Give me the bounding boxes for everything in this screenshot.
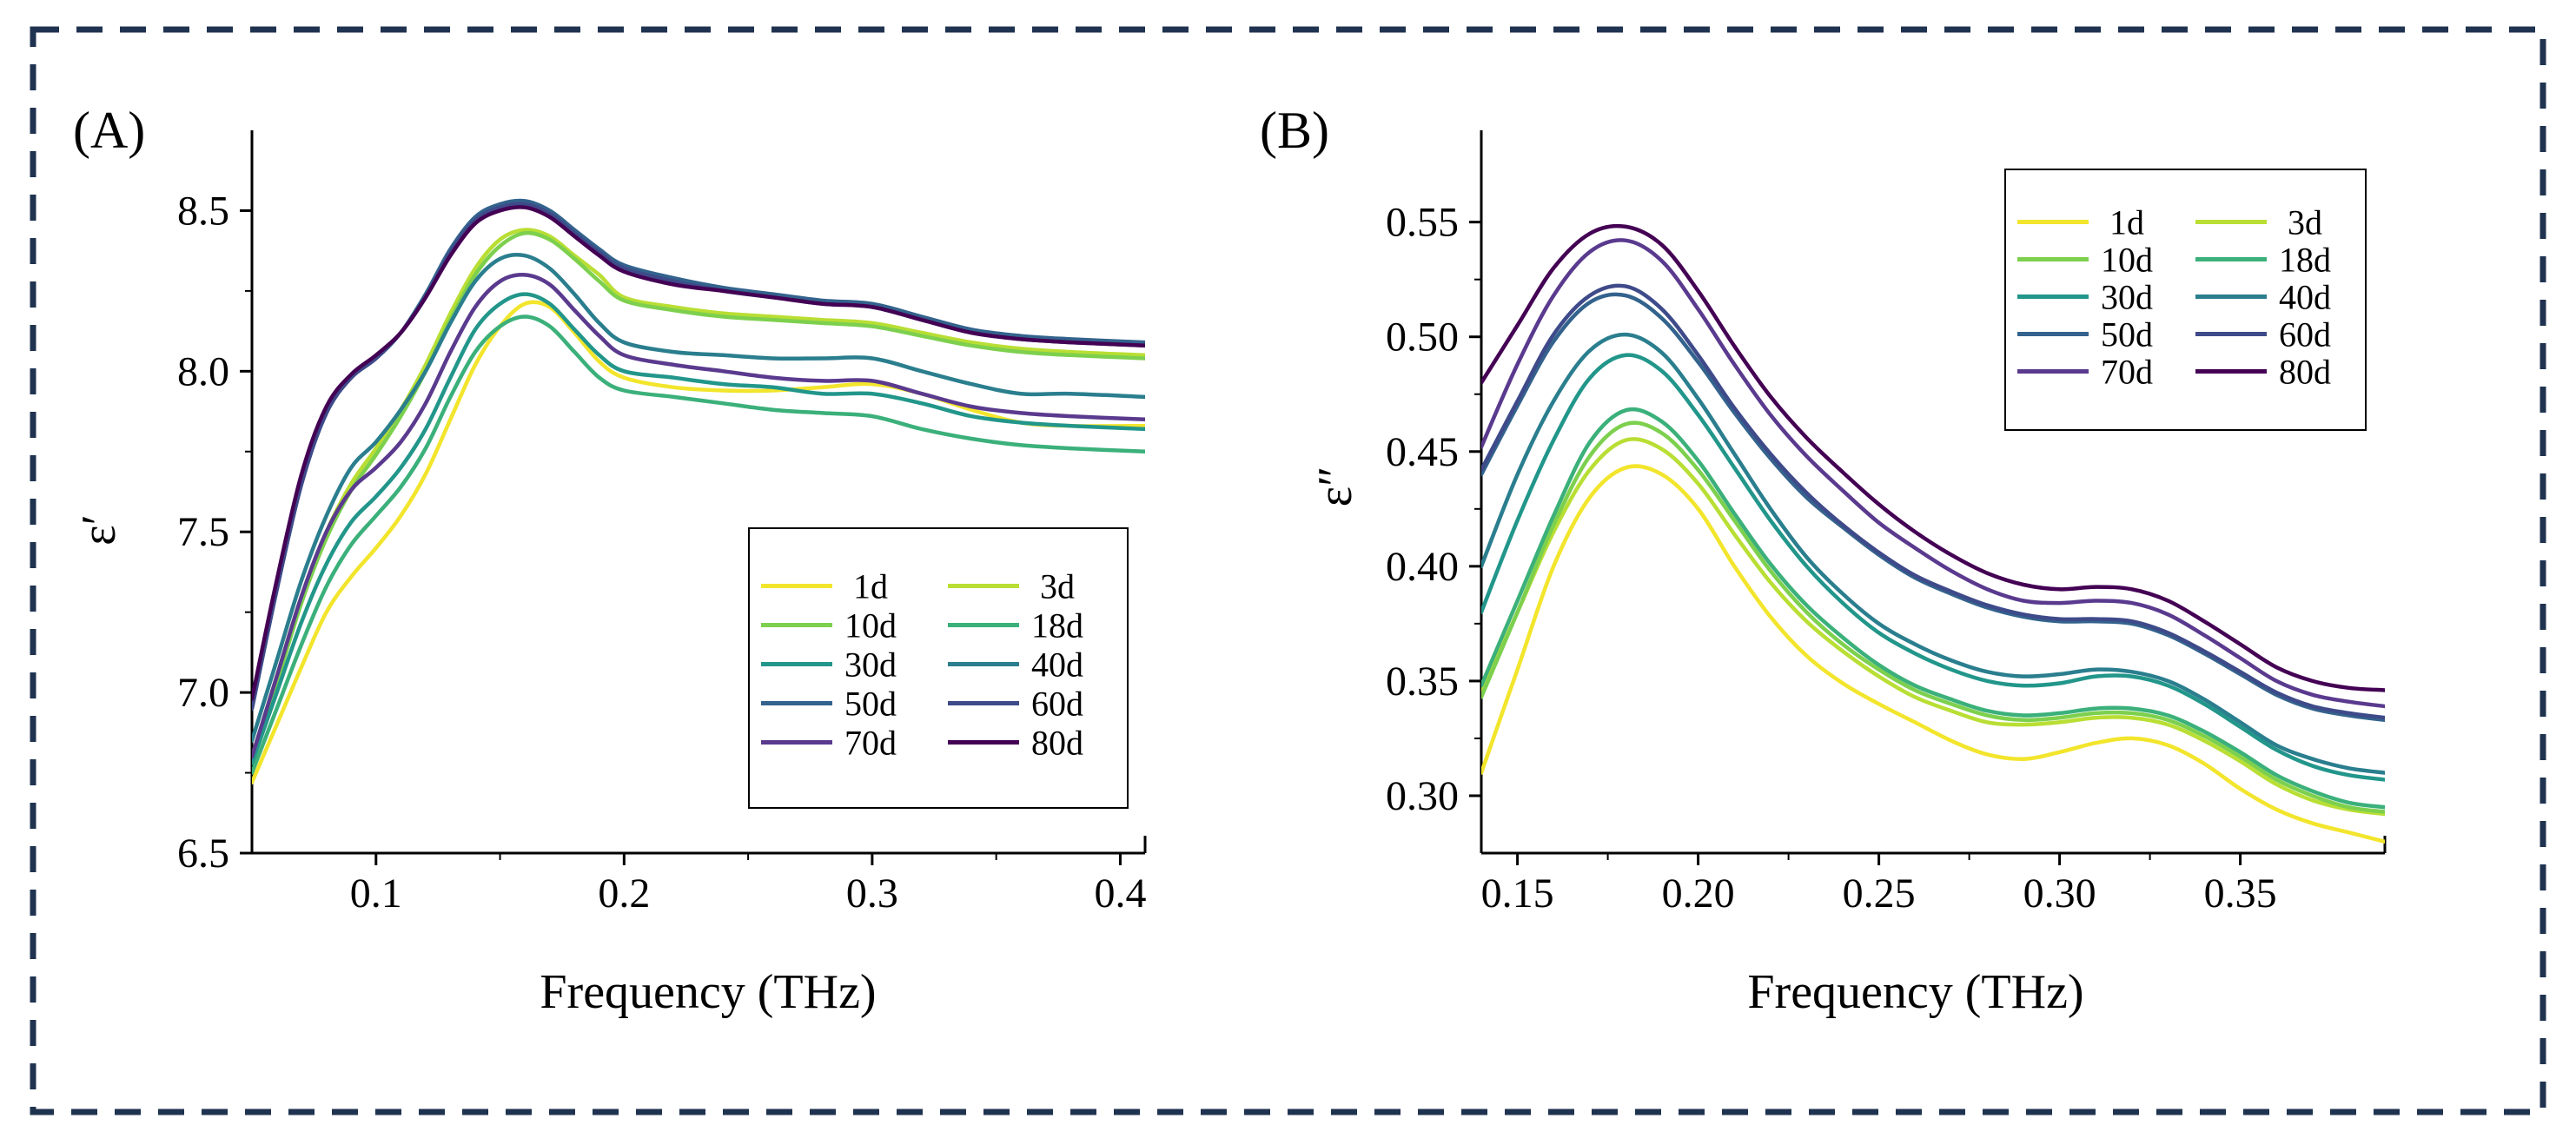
panel-a-legend-label-3d: 3d	[1040, 567, 1075, 606]
panel-a-legend-label-80d: 80d	[1031, 724, 1083, 763]
panel-a-legend: 1d 3d 10d 18d 30d 40d 50d 60d 70d 80d	[748, 527, 1129, 809]
panel-b-legend-label-80d: 80d	[2279, 353, 2331, 392]
panel-b-series-line-70d	[1481, 238, 2385, 709]
panel-b-x-tick-label: 0.30	[2023, 870, 2096, 917]
panel-b-legend-label-3d: 3d	[2288, 203, 2322, 242]
panel-b-series-line-3d	[1481, 437, 2385, 817]
panel-b-x-tick-label: 0.15	[1481, 870, 1554, 917]
panel-b-series-line-50d	[1481, 292, 2385, 723]
panel-b-legend-label-70d: 70d	[2101, 353, 2153, 392]
panel-b-legend-label-40d: 40d	[2279, 278, 2331, 317]
panel-a-series-line-18d	[252, 314, 1145, 775]
panel-b-label: (B)	[1260, 102, 1329, 159]
panel-b-legend-box	[2004, 169, 2367, 431]
panel-b-x-tick-label: 0.25	[1843, 870, 1916, 917]
panel-a-legend-label-1d: 1d	[853, 567, 888, 606]
panel-a-label: (A)	[73, 102, 145, 159]
panel-a-legend-box	[748, 527, 1129, 809]
panel-a-series-line-40d	[252, 253, 1145, 743]
panel-b-series-line-40d	[1481, 332, 2385, 775]
panel-b-series-line-30d	[1481, 353, 2385, 782]
panel-a-series-group	[252, 198, 1145, 784]
panel-a-legend-label-30d: 30d	[844, 645, 897, 685]
panel-b-series-line-1d	[1481, 464, 2385, 844]
panel-a-series-line-3d	[252, 228, 1145, 759]
panel-a-x-tick-label: 0.2	[598, 870, 650, 917]
panel-a-series-line-30d	[252, 292, 1145, 765]
panel-b-series-line-10d	[1481, 420, 2385, 814]
panel-a-y-tick-label: 8.0	[177, 348, 229, 394]
panel-b-legend: 1d 3d 10d 18d 30d 40d 50d 60d 70d 80d	[2004, 169, 2367, 431]
panel-a-legend-label-60d: 60d	[1031, 685, 1083, 724]
panel-b-x-tick-label: 0.20	[1662, 870, 1735, 917]
panel-b-legend-label-18d: 18d	[2279, 241, 2331, 280]
panel-b-series-line-18d	[1481, 407, 2385, 810]
panel-b-y-tick-label: 0.50	[1386, 314, 1459, 361]
panel-a-y-tick-label: 7.0	[177, 670, 229, 716]
panel-a-plot-area: 0.1 0.2 0.3 0.4 6.5 7.0 7.5 8.0 8.5 1d 3d 10d 18d 30d…	[177, 130, 1147, 917]
panel-a-legend-label-10d: 10d	[844, 606, 897, 645]
panel-b-series-group	[1481, 223, 2385, 844]
panel-a-series-line-70d	[252, 273, 1145, 759]
panel-b-x-axis-title: Frequency (THz)	[1747, 965, 2083, 1019]
panel-a-y-tick-label: 8.5	[177, 188, 229, 234]
panel-b-legend-label-50d: 50d	[2101, 315, 2153, 354]
panel-a-y-tick-label: 6.5	[177, 831, 229, 877]
panel-a-series-line-80d	[252, 205, 1145, 701]
panel-b-y-axis-title: ε″	[1308, 467, 1362, 507]
panel-b-legend-label-10d: 10d	[2101, 241, 2153, 280]
panel-a-legend-label-50d: 50d	[844, 685, 897, 724]
panel-b-legend-label-1d: 1d	[2109, 203, 2144, 242]
panel-b-x-tick-label: 0.35	[2204, 870, 2277, 917]
panel-a-x-tick-label: 0.3	[846, 870, 898, 917]
panel-a-legend-label-40d: 40d	[1031, 645, 1083, 685]
panel-b-legend-label-60d: 60d	[2279, 315, 2331, 354]
panel-a-x-tick-label: 0.1	[350, 870, 402, 917]
panel-b-series-line-60d	[1481, 283, 2385, 720]
panel-a-x-axis-title: Frequency (THz)	[540, 965, 876, 1019]
panel-b-y-tick-label: 0.30	[1386, 773, 1459, 819]
panel-a-y-tick-label: 7.5	[177, 509, 229, 555]
panel-a-y-axis-title: ε′	[72, 514, 126, 546]
dashed-frame	[30, 26, 2546, 1115]
panel-b-y-tick-label: 0.55	[1386, 200, 1459, 246]
panel-a-legend-label-18d: 18d	[1031, 606, 1083, 645]
panel-a: (A) 0.1 0.2 0.3 0.4 6.5 7.0 7.5 8.0 8.5 1d 3d 10d 18…	[72, 102, 1147, 1019]
panel-b-y-tick-label: 0.45	[1386, 429, 1459, 475]
panel-a-legend-label-70d: 70d	[844, 724, 897, 763]
panel-b: (B) 0.15 0.20 0.25 0.30 0.35 0.30 0.35 0.40 0.45…	[1260, 102, 2387, 1019]
panel-b-series-line-80d	[1481, 223, 2385, 692]
panel-b-y-tick-label: 0.35	[1386, 659, 1459, 705]
panel-b-plot-area: 0.15 0.20 0.25 0.30 0.35 0.30 0.35 0.40 0.45 0.50…	[1386, 130, 2387, 917]
panel-b-y-tick-label: 0.40	[1386, 544, 1459, 590]
panel-b-legend-label-30d: 30d	[2101, 278, 2153, 317]
panel-a-x-tick-label: 0.4	[1094, 870, 1146, 917]
